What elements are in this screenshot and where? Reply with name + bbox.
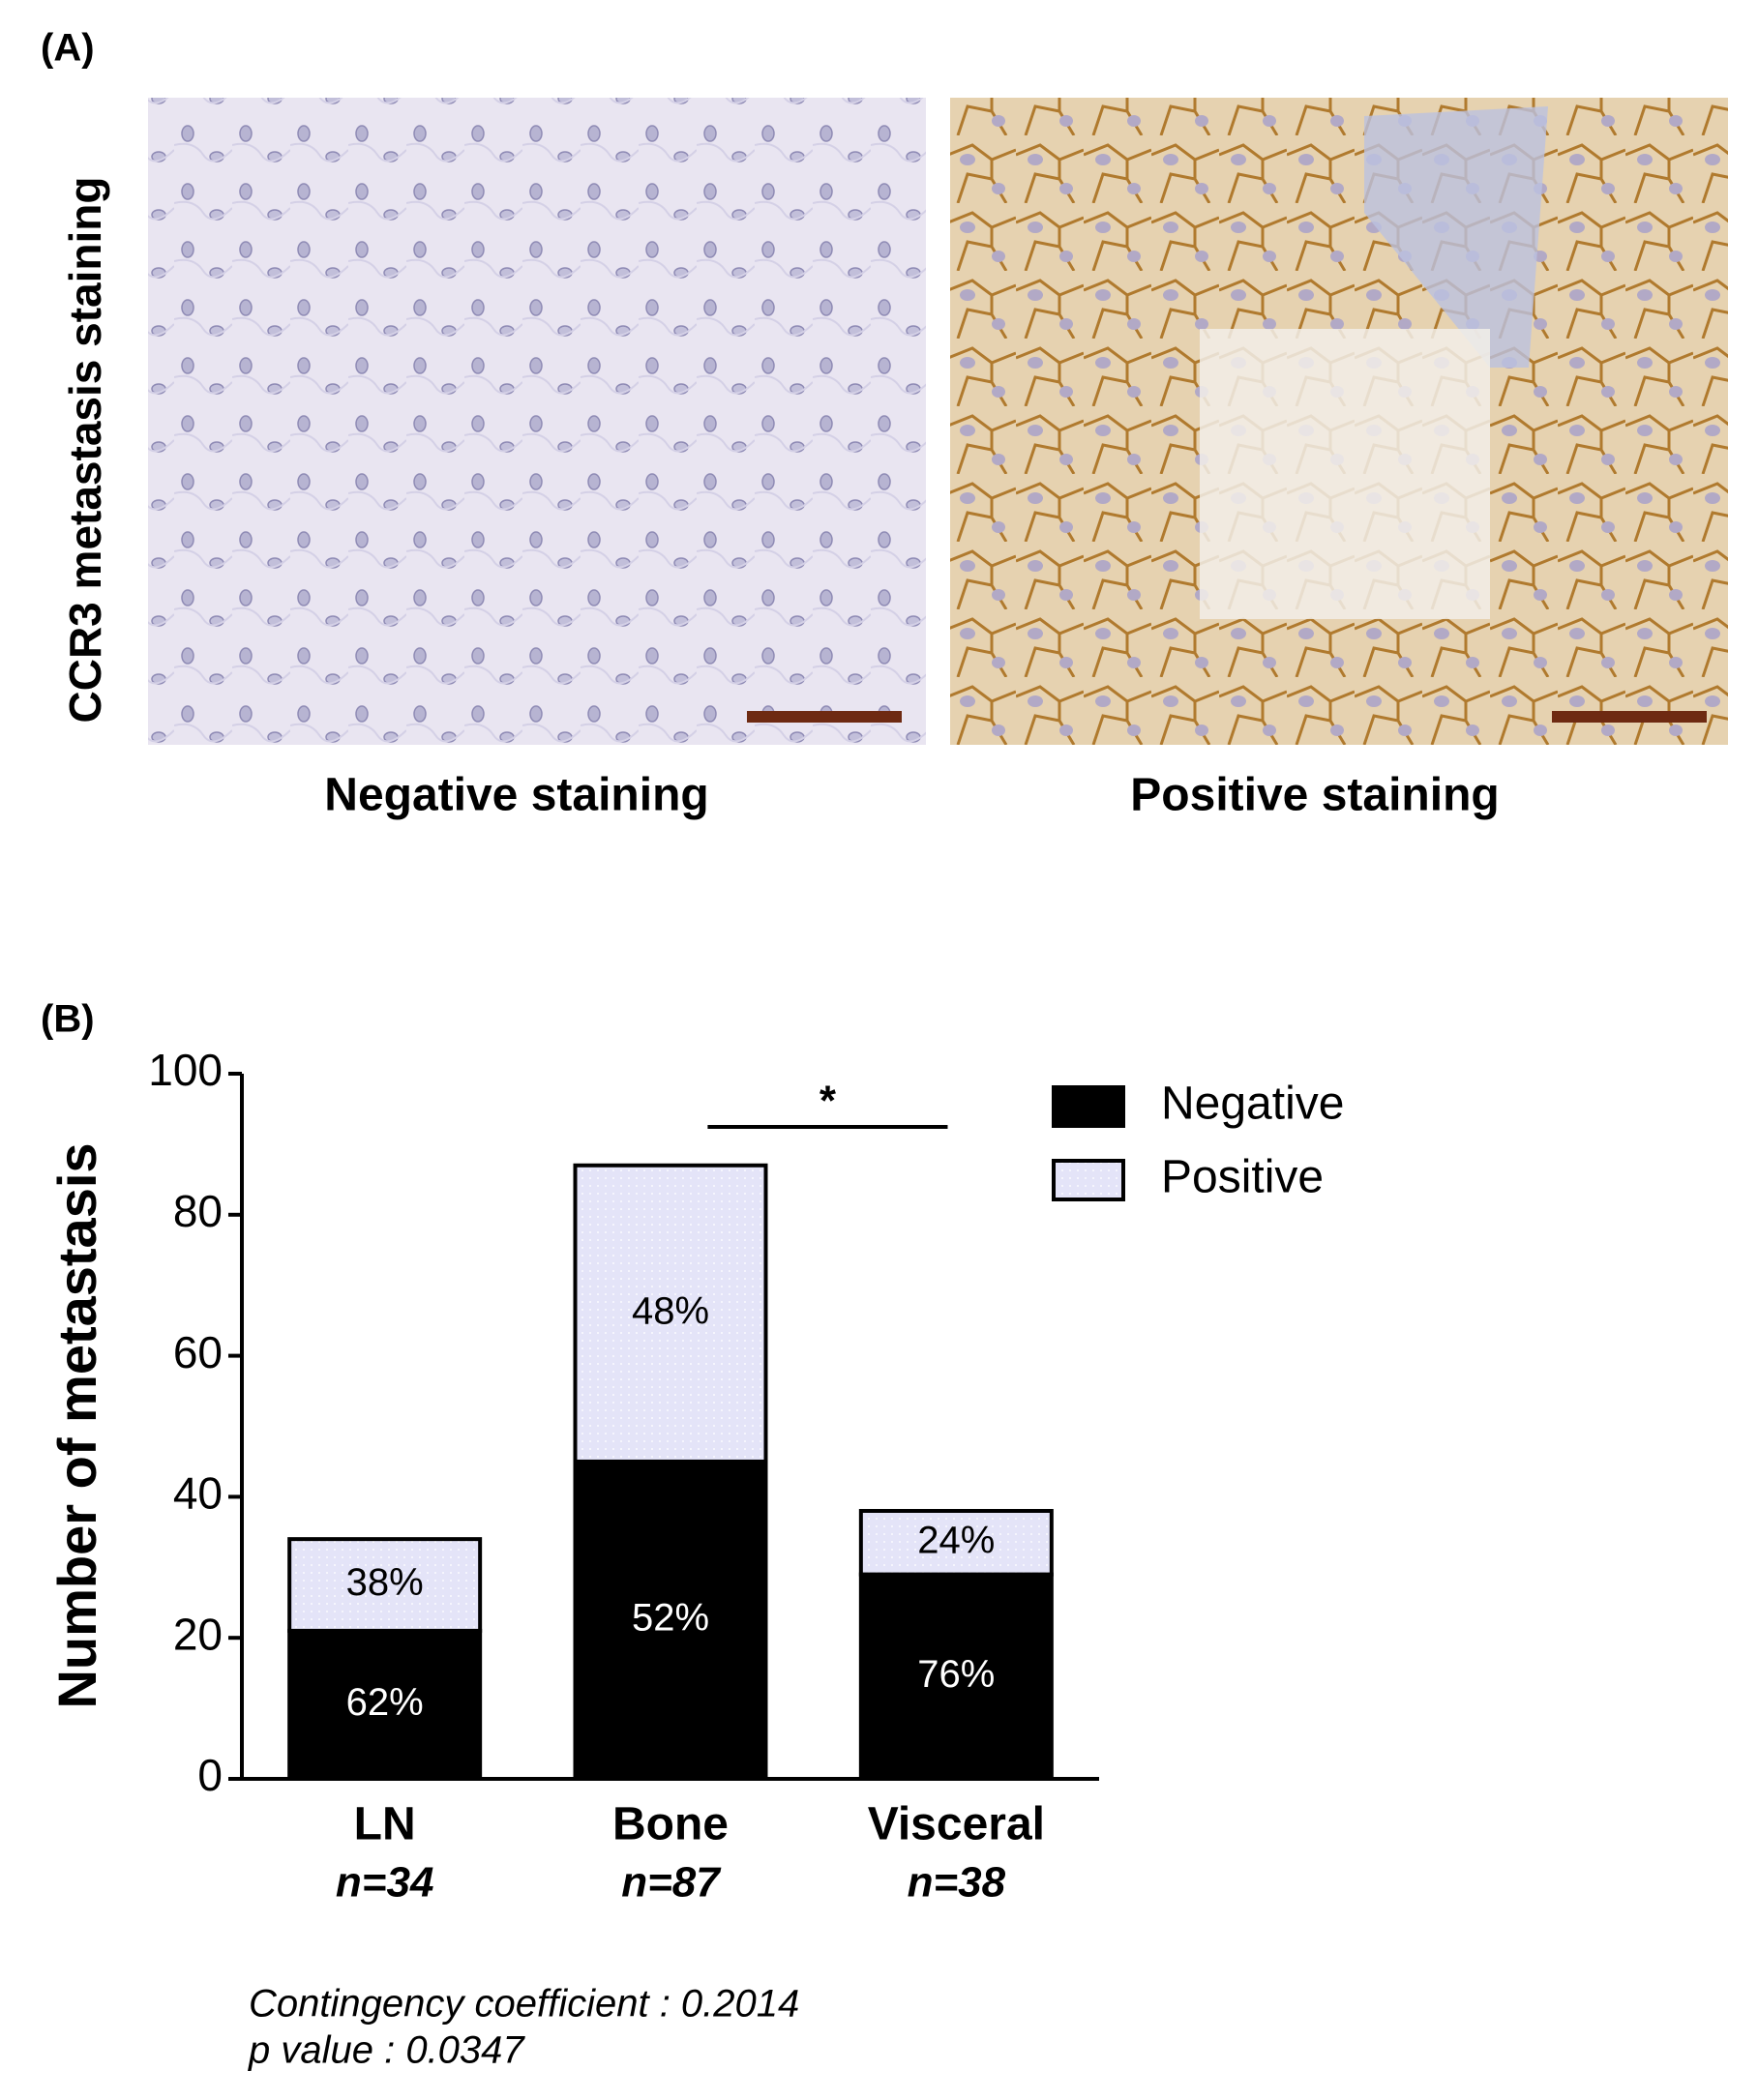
segment-label: 62% (346, 1681, 424, 1724)
bar-segment (858, 1508, 1054, 1577)
scale-bar (747, 711, 902, 723)
tissue-region (1364, 106, 1548, 368)
x-sublabel: n=87 (621, 1859, 722, 1907)
segment-label: 52% (632, 1597, 709, 1640)
panel-label: (A) (41, 27, 95, 70)
x-tick-label: LN (354, 1799, 416, 1850)
y-axis-label: CCR3 metastasis staining (60, 177, 110, 724)
y-tick-label: 20 (173, 1609, 223, 1659)
image-caption: Positive staining (1130, 770, 1499, 821)
segment-label: 38% (346, 1561, 424, 1604)
bar-segment (573, 1459, 768, 1781)
segment-label: 24% (917, 1519, 995, 1561)
panel-label: (B) (41, 998, 95, 1041)
bar-segment (287, 1537, 483, 1633)
significance-mark: * (819, 1078, 837, 1125)
micrograph-negative (148, 98, 926, 745)
plot: 0 20 40 60 80 100 62% 38% LN n=34 52% 48% Bone n=87 76… (148, 1045, 1344, 1906)
note: p value : 0.0347 (248, 2029, 525, 2072)
segment-label: 48% (632, 1289, 709, 1332)
legend-swatch (1052, 1159, 1125, 1201)
y-tick-label: 100 (148, 1045, 223, 1095)
tissue-region (1200, 329, 1490, 619)
legend-label: Negative (1161, 1079, 1344, 1130)
segment-label: 76% (917, 1653, 995, 1696)
y-tick-label: 60 (173, 1327, 223, 1377)
x-sublabel: n=38 (908, 1859, 1006, 1907)
legend-label: Positive (1161, 1152, 1324, 1203)
y-tick-label: 80 (173, 1186, 223, 1236)
scale-bar (1552, 711, 1707, 723)
bar-segment (287, 1628, 483, 1782)
y-tick-label: 0 (197, 1750, 223, 1800)
legend-swatch (1052, 1085, 1125, 1128)
x-tick-label: Visceral (868, 1799, 1045, 1850)
y-tick-label: 40 (173, 1468, 223, 1519)
bar-segment (573, 1163, 768, 1464)
image-caption: Negative staining (324, 770, 708, 821)
x-sublabel: n=34 (336, 1859, 434, 1907)
x-tick-label: Bone (612, 1799, 729, 1850)
y-axis-label: Number of metastasis (46, 1142, 107, 1708)
note: Contingency coefficient : 0.2014 (249, 1983, 799, 2026)
